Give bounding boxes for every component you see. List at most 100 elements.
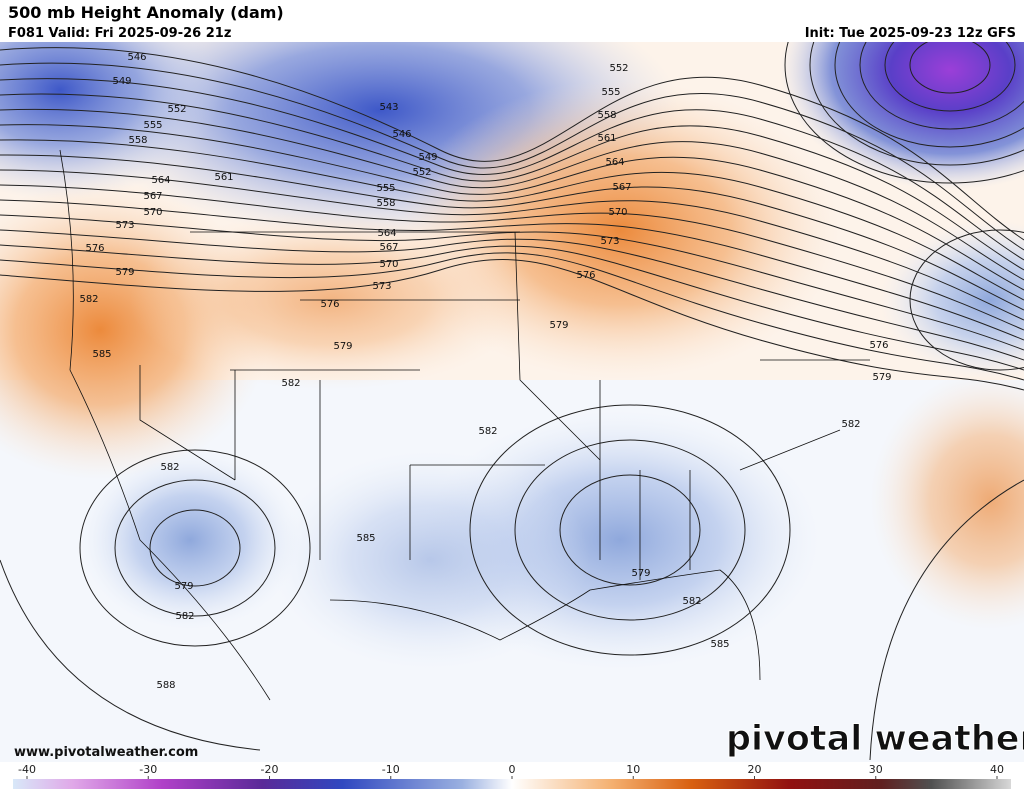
contour-label: 588 (156, 680, 175, 691)
contour-label: 579 (549, 320, 568, 331)
contour-label: 582 (841, 419, 860, 430)
contour (469, 404, 791, 656)
contour-label: 561 (214, 172, 233, 183)
contour (0, 169, 1024, 321)
contour-label: 546 (392, 129, 411, 140)
contour (0, 259, 1024, 391)
contour-label: 552 (609, 63, 628, 74)
contour-label: 555 (143, 120, 162, 131)
colorbar-tick-label: -40 (18, 763, 36, 776)
borders (59, 149, 870, 701)
contour (0, 154, 1024, 311)
contour-label: 573 (115, 220, 134, 231)
contour (784, 42, 1024, 184)
contour (0, 199, 1024, 341)
header-bg (0, 0, 1024, 42)
contour-label: 549 (418, 152, 437, 163)
contour (0, 47, 1024, 241)
contour-label: 585 (356, 533, 375, 544)
contour-label: 564 (151, 175, 170, 186)
contour (114, 479, 276, 617)
contour (0, 93, 1024, 271)
contour-label: 576 (576, 270, 595, 281)
contour-label: 543 (379, 102, 398, 113)
contour-label: 546 (127, 52, 146, 63)
contour-label: 579 (631, 568, 650, 579)
contour-label: 573 (600, 236, 619, 247)
contour-label: 582 (281, 378, 300, 389)
contour (884, 42, 1016, 112)
contour-label: 576 (320, 299, 339, 310)
contour (0, 108, 1024, 281)
contour (0, 214, 1024, 351)
contour-label: 582 (79, 294, 98, 305)
colorbar-tick-label: -20 (261, 763, 279, 776)
contour-label: 570 (379, 259, 398, 270)
valid-time: F081 Valid: Fri 2025-09-26 21z (8, 26, 231, 41)
colorbar-tick-label: 0 (509, 763, 516, 776)
contour-label: 555 (376, 183, 395, 194)
contour-label: 567 (612, 182, 631, 193)
contour-label: 585 (92, 349, 111, 360)
colorbar-ticks: -40 -30 -20 -10 0 10 20 30 40 (18, 763, 1004, 779)
contour (0, 139, 1024, 301)
colorbar-tick-label: -10 (382, 763, 400, 776)
colorbar (13, 779, 1011, 789)
contour-label: 582 (682, 596, 701, 607)
contour-label: 555 (601, 87, 620, 98)
colorbar-tick-label: 40 (990, 763, 1004, 776)
contour (0, 479, 1024, 761)
contour-label: 558 (597, 110, 616, 121)
contour-label: 576 (85, 243, 104, 254)
contour-label: 579 (872, 372, 891, 383)
contour-label: 579 (174, 581, 193, 592)
contour-label: 582 (160, 462, 179, 473)
contour (0, 244, 1024, 371)
contour-label: 582 (175, 611, 194, 622)
contour (859, 42, 1024, 130)
init-time: Init: Tue 2025-09-23 12z GFS (805, 26, 1016, 41)
contour (149, 509, 241, 587)
contour (909, 229, 1024, 371)
logo: pivotal weather (726, 719, 1024, 759)
contour-label: 570 (608, 207, 627, 218)
contour-label: 552 (167, 104, 186, 115)
contour (514, 439, 746, 621)
contour (0, 124, 1024, 291)
contour-label: 567 (379, 242, 398, 253)
contour-label: 564 (377, 228, 396, 239)
colorbar-tick-label: 30 (869, 763, 883, 776)
anomaly-field (0, 42, 1024, 762)
contour (909, 42, 991, 94)
contour (559, 474, 701, 586)
contour-label: 549 (112, 76, 131, 87)
website: www.pivotalweather.com (14, 745, 198, 760)
contour-label: 561 (597, 133, 616, 144)
contour-label: 564 (605, 157, 624, 168)
contour (79, 449, 311, 647)
contour-lines (0, 42, 1024, 761)
contour (809, 42, 1024, 166)
colorbar-tick-label: 10 (626, 763, 640, 776)
contour (0, 252, 1024, 381)
contour-label: 582 (478, 426, 497, 437)
contour-label: 579 (115, 267, 134, 278)
contour-label: 570 (143, 207, 162, 218)
contour-label: 579 (333, 341, 352, 352)
contour-labels: 546 549 552 555 558 564 561 567 570 573 576 579 582 5… (79, 52, 891, 691)
contour (0, 184, 1024, 331)
colorbar-tick-label: 20 (748, 763, 762, 776)
contour-label: 576 (869, 340, 888, 351)
contour-label: 585 (710, 639, 729, 650)
contour (0, 229, 1024, 361)
colorbar-tick-label: -30 (139, 763, 157, 776)
contour-label: 552 (412, 167, 431, 178)
contour-label: 567 (143, 191, 162, 202)
contour (0, 62, 1024, 251)
title: 500 mb Height Anomaly (dam) (8, 3, 284, 22)
contour-label: 573 (372, 281, 391, 292)
contour (834, 42, 1024, 148)
contour-label: 558 (128, 135, 147, 146)
